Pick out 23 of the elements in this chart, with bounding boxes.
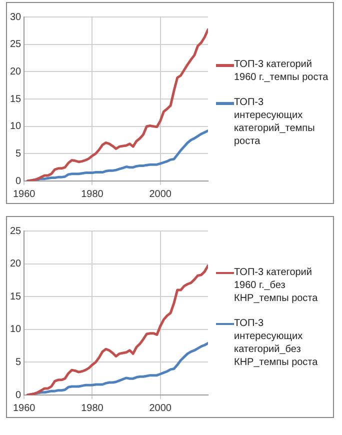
legend-label: ТОП-3 категорий 1960 г._темпы роста <box>234 58 330 84</box>
y-tick-label: 30 <box>10 12 22 23</box>
legend-label: ТОП-3 интересующих категорий_без КНР_темпы роста <box>234 316 319 368</box>
x-tick-label: 2000 <box>149 402 172 414</box>
y-tick-label: 5 <box>16 356 22 368</box>
y-tick-label: 20 <box>10 258 22 270</box>
y-tick-label: 10 <box>10 121 22 132</box>
y-tick-label: 25 <box>10 226 22 237</box>
y-tick-label: 0 <box>16 176 22 187</box>
legend-label: ТОП-3 категорий 1960 г._без КНР_темпы роста <box>234 266 319 304</box>
y-tick-label: 20 <box>10 66 22 78</box>
y-tick-label: 15 <box>10 291 22 302</box>
x-tick-label: 1980 <box>81 188 104 200</box>
x-tick-label: 2000 <box>149 188 172 200</box>
y-tick-label: 15 <box>10 94 22 105</box>
x-tick-label: 1980 <box>81 402 104 414</box>
y-tick-label: 25 <box>10 39 22 50</box>
x-tick-label: 1960 <box>13 188 36 200</box>
legend-label: ТОП-3 интересующих категорий_темпы роста <box>234 96 316 148</box>
y-tick-label: 0 <box>16 390 22 401</box>
x-tick-label: 1960 <box>13 402 36 414</box>
y-tick-label: 10 <box>10 324 22 336</box>
y-tick-label: 5 <box>16 148 22 160</box>
